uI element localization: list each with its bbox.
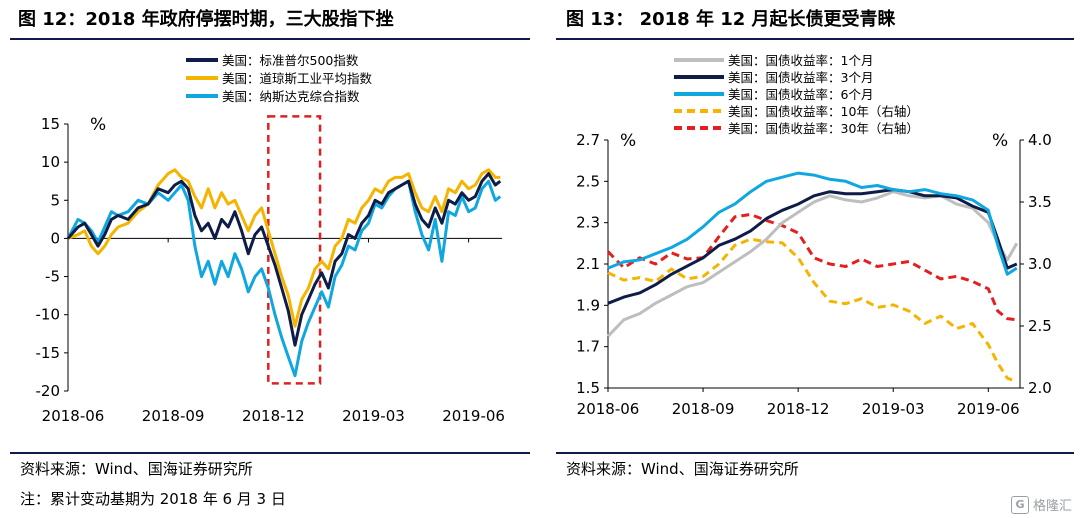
y-tick-label-left: 1.5 xyxy=(576,379,600,397)
y-tick-label: 0 xyxy=(50,229,60,247)
y-tick-label-left: 1.7 xyxy=(576,338,600,356)
x-tick-label: 2018-09 xyxy=(142,407,205,425)
figure-13-title: 图 13： 2018 年 12 月起长债更受青睐 xyxy=(566,9,896,30)
y-tick-label-right: 3.0 xyxy=(1028,255,1052,273)
watermark-logo-icon: G xyxy=(1010,495,1029,514)
y-tick-label-right: 2.5 xyxy=(1028,317,1052,335)
x-tick-label: 2019-03 xyxy=(342,407,405,425)
legend-label: 美国：国债收益率：3个月 xyxy=(728,70,873,85)
stock-index-chart: 15 10 5 0 -5 -10 -15 -20% 2018-06 2018-09 2018-12 2… xyxy=(36,53,505,425)
series-line-0 xyxy=(66,172,502,347)
legend-label: 美国：国债收益率：10年（右轴） xyxy=(728,104,919,119)
watermark: G 格隆汇 xyxy=(1010,495,1072,514)
y-tick-label-right: 4.0 xyxy=(1028,131,1052,149)
y-tick-label: -20 xyxy=(36,382,61,400)
footer-divider-right xyxy=(556,452,1074,454)
x-tick-label: 2018-06 xyxy=(577,400,640,418)
government-shutdown-highlight-box xyxy=(267,115,322,385)
y-unit-label-right: % xyxy=(992,131,1008,151)
y-tick-label-left: 2.1 xyxy=(576,255,600,273)
x-tick-label: 2018-12 xyxy=(242,407,305,425)
x-tick-label: 2019-03 xyxy=(862,400,925,418)
legend-label: 美国：国债收益率：30年（右轴） xyxy=(728,121,919,136)
y-tick-label: -15 xyxy=(36,344,61,362)
series-line-1 xyxy=(607,188,1018,305)
base-period-note: 注：累计变动基期为 2018 年 6 月 3 日 xyxy=(20,490,286,508)
treasury-yield-chart: 2.7 2.5 2.3 2.1 1.9 1.7 1.5 4.0 3.5 3.0 2.5 2.0% % 20… xyxy=(576,53,1052,418)
source-note-right: 资料来源：Wind、国海证券研究所 xyxy=(566,460,799,478)
footer-divider-left xyxy=(10,452,530,454)
y-unit-label: % xyxy=(90,115,106,135)
series-line-2 xyxy=(607,171,1018,276)
legend-label: 美国：标准普尔500指数 xyxy=(222,53,359,68)
y-tick-label: 5 xyxy=(50,191,60,209)
legend-label: 美国：纳斯达克综合指数 xyxy=(222,89,360,104)
x-tick-label: 2018-06 xyxy=(42,407,105,425)
y-tick-label: -5 xyxy=(45,268,60,286)
watermark-text: 格隆汇 xyxy=(1032,499,1072,514)
title-divider-right xyxy=(556,38,1074,40)
y-unit-label-left: % xyxy=(620,131,636,151)
y-tick-label-left: 2.5 xyxy=(576,172,600,190)
y-tick-label: -10 xyxy=(36,306,61,324)
series-line-1 xyxy=(67,168,501,328)
y-tick-label-left: 2.3 xyxy=(576,214,600,232)
title-divider-left xyxy=(10,38,530,40)
legend-label: 美国：国债收益率：1个月 xyxy=(728,53,873,68)
y-tick-label: 15 xyxy=(41,115,60,133)
x-tick-label: 2018-12 xyxy=(767,400,830,418)
y-tick-label: 10 xyxy=(41,153,60,171)
legend-label: 美国：国债收益率：6个月 xyxy=(728,87,873,102)
series-line-0 xyxy=(606,190,1019,338)
series-line-4 xyxy=(606,212,1017,322)
figure-12-title: 图 12：2018 年政府停摆时期，三大股指下挫 xyxy=(18,9,394,30)
x-tick-label: 2019-06 xyxy=(442,407,505,425)
source-note-left: 资料来源：Wind、国海证券研究所 xyxy=(20,460,253,478)
legend-label: 美国：道琼斯工业平均指数 xyxy=(222,71,373,86)
y-tick-label-right: 2.0 xyxy=(1028,379,1052,397)
x-tick-label: 2018-09 xyxy=(672,400,735,418)
series-line-3 xyxy=(607,237,1018,384)
y-tick-label-left: 2.7 xyxy=(576,131,600,149)
x-tick-label: 2019-06 xyxy=(957,400,1020,418)
y-tick-label-right: 3.5 xyxy=(1028,193,1052,211)
y-tick-label-left: 1.9 xyxy=(576,296,600,314)
